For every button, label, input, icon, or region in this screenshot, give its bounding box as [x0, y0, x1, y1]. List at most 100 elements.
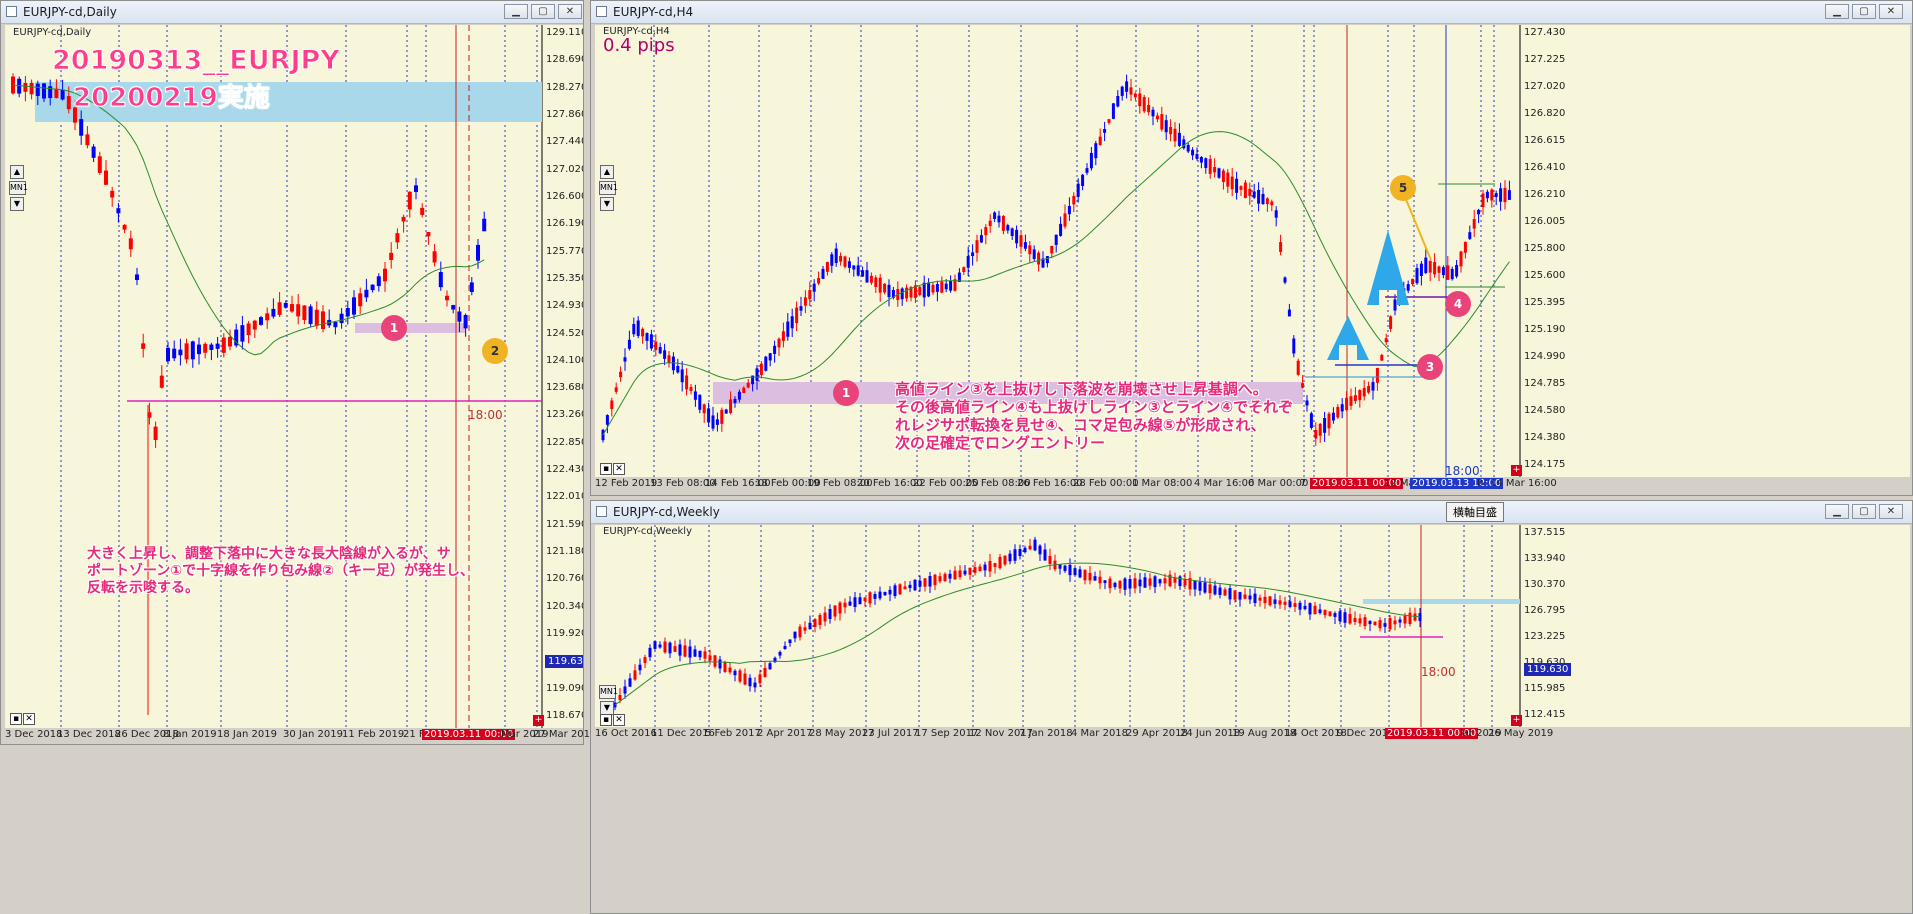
- candle-body: [968, 567, 972, 575]
- scroll-down-button[interactable]: ▼: [600, 197, 614, 211]
- weekly-titlebar[interactable]: EURJPY-cd,Weekly 横軸目盛 ▁ ▢ ✕: [591, 501, 1912, 524]
- candle-body: [883, 283, 887, 293]
- candle-body: [1116, 96, 1120, 107]
- candle-body: [97, 156, 102, 173]
- autoscroll-icon[interactable]: +: [1511, 715, 1522, 726]
- daily-titlebar[interactable]: EURJPY-cd,Daily ▁ ▢ ✕: [1, 1, 583, 24]
- close-button[interactable]: ✕: [1879, 504, 1903, 519]
- candle-body: [1133, 93, 1137, 98]
- close-chart-icon[interactable]: ✕: [23, 713, 35, 725]
- candle-body: [645, 333, 649, 341]
- candle-body: [1293, 603, 1297, 607]
- candle-body: [913, 579, 917, 591]
- time-tick-label: 30 Jan 2019: [283, 729, 343, 740]
- candle-body: [1287, 309, 1291, 317]
- candle-body: [821, 268, 825, 279]
- candle-body: [1078, 569, 1082, 578]
- price-tick-label: 125.395: [1524, 297, 1566, 308]
- time-tick-label: 2 Apr 2017: [757, 728, 813, 739]
- candle-body: [1023, 547, 1027, 553]
- candle-body: [1418, 613, 1422, 621]
- candle-body: [858, 597, 862, 605]
- trade-date-title: 20190313__EURJPY: [52, 45, 341, 77]
- minimize-button[interactable]: ▁: [1825, 4, 1849, 19]
- weekly-plot-area[interactable]: EURJPY-cd,Weekly 18:00 MN1 ▼ ▪ ✕ + 137.5…: [595, 525, 1910, 727]
- price-tick-label: 127.430: [1524, 27, 1566, 38]
- daily-time-axis: 3 Dec 2018 13 Dec 2018 26 Dec 2018 8 Jan 20…: [5, 728, 596, 744]
- scroll-up-button[interactable]: ▲: [600, 165, 614, 179]
- candle-body: [931, 284, 935, 293]
- candle-body: [638, 664, 642, 671]
- candle-body: [1218, 587, 1222, 595]
- candle-body: [1107, 119, 1111, 123]
- candle-body: [209, 344, 214, 350]
- chart-options-icon[interactable]: ▪: [600, 714, 612, 726]
- close-chart-icon[interactable]: ✕: [613, 714, 625, 726]
- scroll-up-button[interactable]: ▲: [10, 165, 24, 179]
- minimize-button[interactable]: ▁: [504, 4, 528, 19]
- candle-body: [1006, 225, 1010, 231]
- h4-candles: [601, 25, 1521, 477]
- candle-body: [971, 252, 975, 257]
- price-tick-label: 123.260: [546, 409, 583, 420]
- price-tick-label: 125.350: [546, 273, 583, 284]
- minimize-button[interactable]: ▁: [1825, 504, 1849, 519]
- candle-body: [993, 563, 997, 567]
- candle-body: [1388, 618, 1392, 630]
- candle-body: [1239, 186, 1243, 190]
- candle-body: [1113, 582, 1117, 588]
- candle-body: [733, 670, 737, 676]
- close-button[interactable]: ✕: [1879, 4, 1903, 19]
- candle-body: [1494, 193, 1498, 197]
- mn1-button[interactable]: MN1: [9, 181, 28, 195]
- candle-body: [764, 356, 768, 371]
- candle-body: [1195, 154, 1199, 159]
- price-tick-label: 126.820: [1524, 108, 1566, 119]
- chart-options-icon[interactable]: ▪: [10, 713, 22, 725]
- h4-chart-window[interactable]: EURJPY-cd,H4 ▁ ▢ ✕ EURJPY-cd,H4 0.4 pips…: [590, 0, 1913, 496]
- time-tick-label: 11 Dec 2016: [651, 728, 715, 739]
- candle-body: [178, 349, 183, 356]
- candle-body: [1182, 139, 1186, 149]
- h4-plot-area[interactable]: EURJPY-cd,H4 0.4 pips 高値ライン③を上抜けし下落波を崩壊さ…: [595, 25, 1910, 477]
- time-tick-label: 12 Feb 2019: [595, 478, 658, 489]
- close-chart-icon[interactable]: ✕: [613, 463, 625, 475]
- candle-body: [984, 227, 988, 236]
- mn1-button[interactable]: MN1: [599, 181, 618, 195]
- autoscroll-icon[interactable]: +: [1511, 465, 1522, 476]
- scroll-down-button[interactable]: ▼: [10, 197, 24, 211]
- price-tick-label: 126.600: [546, 191, 583, 202]
- price-tick-label: 119.090: [546, 683, 583, 694]
- maximize-button[interactable]: ▢: [1852, 4, 1876, 19]
- daily-chart-window[interactable]: EURJPY-cd,Daily ▁ ▢ ✕ EURJPY-cd,Daily 20…: [0, 0, 596, 745]
- candle-body: [1265, 198, 1269, 204]
- price-tick-label: 124.100: [546, 355, 583, 366]
- candle-body: [1008, 553, 1012, 562]
- time-tick-label: 13 Feb 08:00: [650, 478, 716, 489]
- weekly-chart-window[interactable]: EURJPY-cd,Weekly 横軸目盛 ▁ ▢ ✕ EURJPY-cd,We…: [590, 500, 1913, 914]
- close-button[interactable]: ✕: [558, 4, 582, 19]
- candle-body: [1098, 136, 1102, 145]
- mn1-button[interactable]: MN1: [599, 685, 618, 699]
- candle-body: [1298, 602, 1302, 610]
- scroll-down-button[interactable]: ▼: [600, 701, 614, 715]
- candle-body: [1413, 613, 1417, 621]
- price-tick-label: 121.180: [546, 546, 583, 557]
- candle-body: [678, 644, 682, 656]
- support-zone: [355, 323, 465, 333]
- candle-body: [1309, 413, 1313, 428]
- candle-body: [863, 597, 867, 602]
- maximize-button[interactable]: ▢: [531, 4, 555, 19]
- h4-titlebar[interactable]: EURJPY-cd,H4 ▁ ▢ ✕: [591, 1, 1912, 24]
- daily-plot-area[interactable]: EURJPY-cd,Daily 20190313__EURJPY 2020021…: [5, 25, 583, 728]
- daily-symbol-label: EURJPY-cd,Daily: [13, 27, 92, 38]
- candle-body: [853, 597, 857, 607]
- maximize-button[interactable]: ▢: [1852, 504, 1876, 519]
- time-tick-label: lar 2019: [1460, 728, 1502, 739]
- candle-body: [839, 255, 843, 262]
- candle-body: [728, 667, 732, 673]
- candle-body: [768, 353, 772, 361]
- chart-options-icon[interactable]: ▪: [600, 463, 612, 475]
- autoscroll-icon[interactable]: +: [533, 715, 544, 726]
- moving-average-line: [12, 84, 485, 356]
